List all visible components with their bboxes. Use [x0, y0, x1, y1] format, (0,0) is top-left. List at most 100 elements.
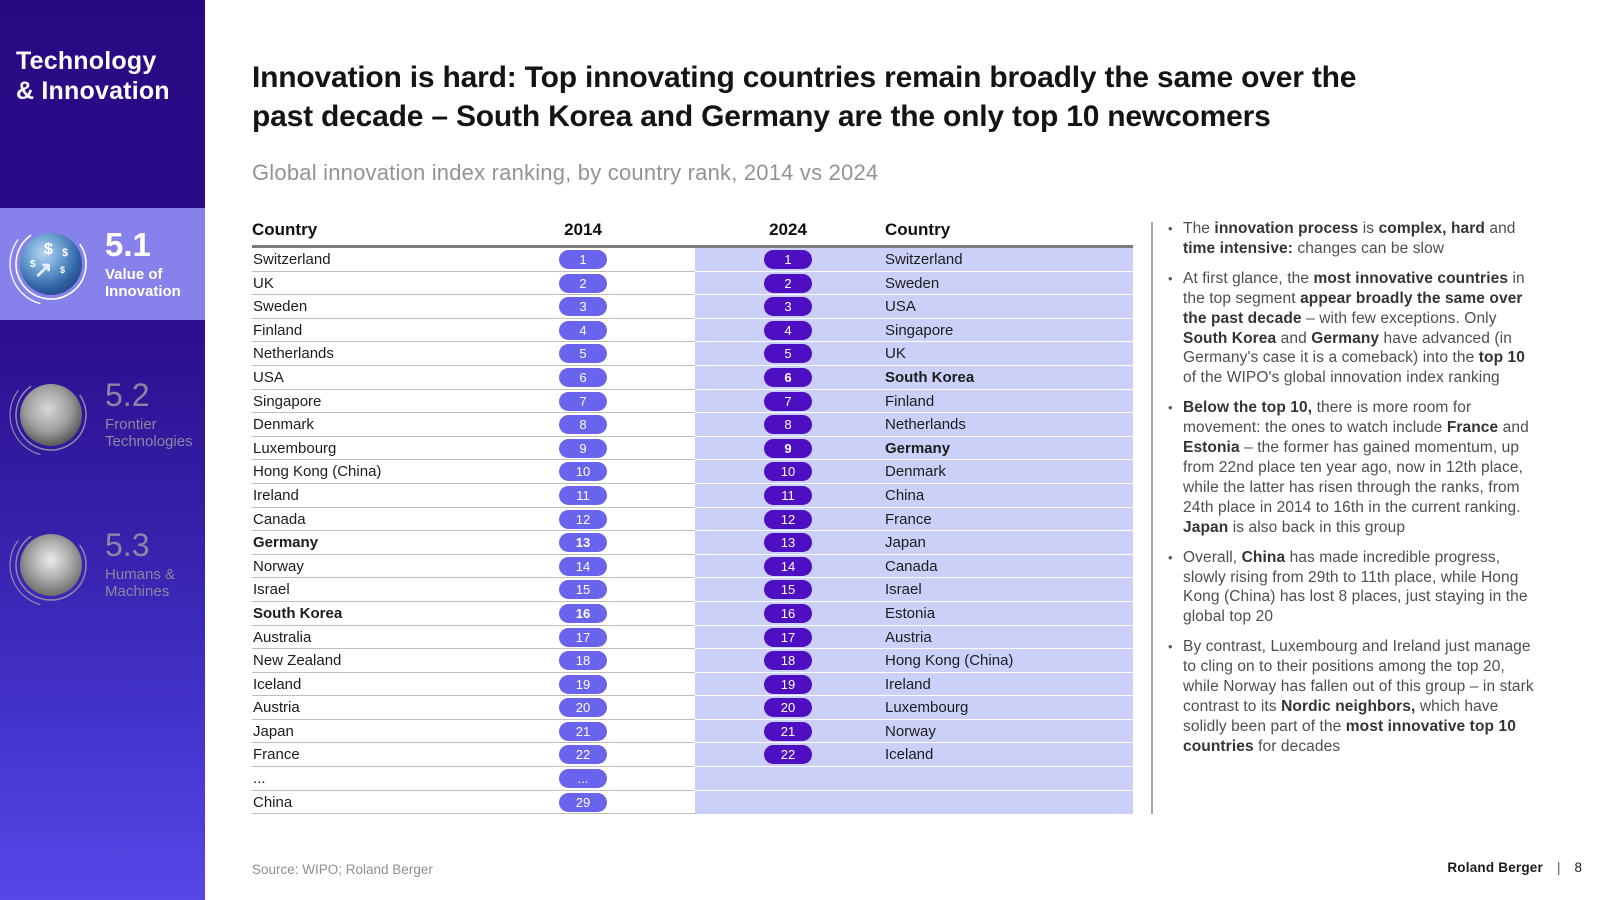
rank-badge-2014: 22	[559, 745, 607, 765]
rank-badge-2024: 5	[764, 344, 812, 364]
bullet-item: • At first glance, the most innovative co…	[1168, 269, 1525, 387]
dollar-finance-photo: $ $ $ $ ↗	[20, 233, 82, 295]
bullet-item: • By contrast, Luxembourg and Ireland jus…	[1168, 638, 1534, 755]
page-title: Innovation is hard: Top innovating count…	[252, 61, 1357, 134]
country-2014: Iceland	[253, 675, 302, 693]
table-row: Canada 12 12 France	[252, 507, 1133, 532]
bullet-item: • The innovation process is complex, hard…	[1168, 220, 1516, 257]
rank-badge-2014: 7	[559, 391, 607, 411]
table-row: France 22 22 Iceland	[252, 743, 1133, 768]
page-subtitle: Global innovation index ranking, by coun…	[252, 160, 879, 185]
ring-decoration-icon	[9, 373, 93, 457]
table-row: Iceland 19 19 Ireland	[252, 672, 1133, 697]
section-label: Value of Innovation	[105, 265, 181, 300]
table-row: Australia 17 17 Austria	[252, 625, 1133, 650]
rank-badge-2014: 2	[559, 273, 607, 293]
section-number: 5.1	[105, 225, 151, 263]
bullet-item: • Overall, China has made incredible prog…	[1168, 548, 1528, 626]
country-2014: New Zealand	[253, 652, 342, 670]
table-row: China 29	[252, 790, 1133, 815]
rank-badge-2014: 1	[559, 250, 607, 269]
country-2014: Hong Kong (China)	[253, 463, 382, 481]
sidebar-item-value-of-innovation[interactable]: $ $ $ $ ↗ 5.1 Value of Innovation	[0, 208, 205, 320]
country-2014: Norway	[253, 557, 304, 575]
country-2014: Singapore	[253, 392, 322, 410]
table-row: Denmark 8 8 Netherlands	[252, 413, 1133, 437]
rank-badge-2024: 22	[764, 745, 812, 765]
frontier-technologies-thumbnail	[7, 371, 95, 459]
sidebar: Technology & Innovation $ $ $ $ ↗ 5.1 Va…	[0, 0, 205, 900]
source-note: Source: WIPO; Roland Berger	[252, 862, 433, 877]
rank-badge-2024: 20	[764, 698, 812, 718]
country-2024: China	[885, 486, 925, 504]
rank-badge-2024: 2	[764, 273, 812, 293]
country-2024: South Korea	[885, 368, 975, 386]
country-2014: UK	[253, 274, 274, 292]
country-2024: Ireland	[885, 675, 931, 693]
rank-badge-2024: 13	[764, 533, 812, 553]
country-2014: USA	[253, 368, 284, 386]
column-header-2014: 2014	[564, 220, 602, 239]
dollar-icon: $	[30, 259, 36, 270]
rank-badge-2014: 9	[559, 438, 607, 458]
country-2014: Israel	[253, 581, 290, 599]
rank-badge-2024: 7	[764, 391, 812, 411]
country-2024: USA	[885, 298, 916, 316]
table-body: Switzerland 1 1 Switzerland UK 2 2 Sweden Sweden…	[252, 248, 1133, 815]
rank-badge-2024: 14	[764, 556, 812, 576]
rank-badge-2014: 10	[559, 462, 607, 482]
table-row: South Korea 16 16 Estonia	[252, 601, 1133, 626]
table-row: Israel 15 15 Israel	[252, 578, 1133, 602]
country-2014: China	[253, 793, 293, 811]
table-header-rule	[252, 245, 1133, 248]
section-label: Frontier Technologies	[105, 416, 193, 451]
table-row: Netherlands 5 5 UK	[252, 342, 1133, 366]
country-2024: Norway	[885, 722, 936, 740]
rank-badge-2024: 19	[764, 674, 812, 694]
rank-badge-2014: 21	[559, 721, 607, 741]
table-row: Germany 13 13 Japan	[252, 531, 1133, 555]
country-2024: Japan	[885, 534, 926, 552]
rank-badge-2024: 10	[764, 462, 812, 482]
sidebar-item-humans-machines[interactable]: 5.3 Humans & Machines	[0, 502, 205, 628]
country-2024: Netherlands	[885, 416, 966, 434]
footer-separator: |	[1556, 860, 1561, 875]
country-2024: Switzerland	[885, 251, 963, 268]
ring-decoration-icon	[9, 222, 93, 306]
rank-badge-2014: 8	[559, 415, 607, 435]
table-row: Ireland 11 11 China	[252, 483, 1133, 508]
country-2024: Hong Kong (China)	[885, 652, 1014, 670]
bullet-item: • Below the top 10, there is more room fo…	[1168, 399, 1529, 536]
rank-badge-2014: 6	[559, 367, 607, 387]
rank-badge-2024: 21	[764, 721, 812, 741]
country-2014: France	[253, 746, 300, 764]
country-2024: Singapore	[885, 321, 954, 339]
table-row: Japan 21 21 Norway	[252, 719, 1133, 744]
country-2014: Sweden	[253, 298, 308, 316]
column-header-2024: 2024	[769, 220, 807, 239]
ring-decoration-icon	[9, 523, 93, 607]
page-number: 8	[1574, 860, 1582, 875]
rank-badge-2024: 18	[764, 651, 812, 671]
handshake-photo	[20, 534, 82, 596]
rank-badge-2024: 9	[764, 438, 812, 458]
sidebar-item-frontier-technologies[interactable]: 5.2 Frontier Technologies	[0, 352, 205, 478]
country-2014: Ireland	[253, 486, 299, 504]
rank-badge-2024: 6	[764, 367, 812, 387]
table-row: Norway 14 14 Canada	[252, 554, 1133, 579]
rank-badge-2014: 29	[559, 792, 607, 812]
country-2024: Finland	[885, 392, 935, 410]
country-2024: Israel	[885, 581, 922, 599]
bullet-list: • The innovation process is complex, hard…	[1166, 219, 1534, 767]
country-2024: Canada	[885, 557, 938, 575]
country-2024: Luxembourg	[885, 699, 969, 717]
table-row: Sweden 3 3 USA	[252, 295, 1133, 319]
divider-line	[1151, 222, 1153, 814]
bullet-dot-icon: •	[1168, 549, 1173, 565]
country-2014: Finland	[253, 321, 303, 339]
dollar-icon: $	[62, 247, 69, 259]
table-row: New Zealand 18 18 Hong Kong (China)	[252, 649, 1133, 673]
country-2014: Austria	[253, 699, 300, 717]
table-row: ......	[252, 767, 1133, 791]
rank-badge-2014: 16	[559, 603, 607, 623]
